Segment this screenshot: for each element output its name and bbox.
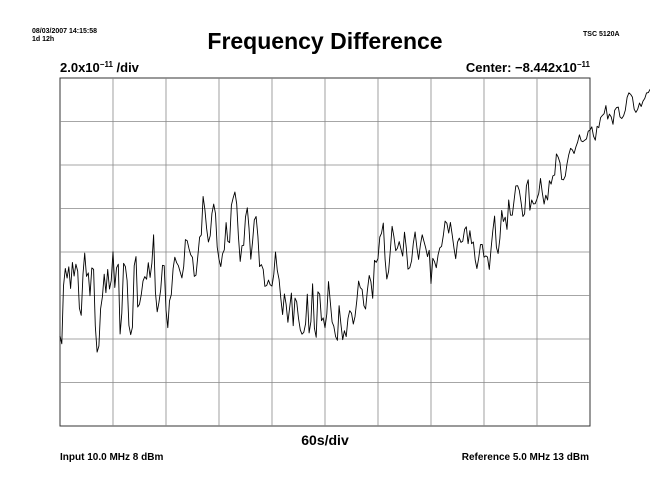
input-info: Input 10.0 MHz 8 dBm (60, 452, 164, 463)
y-scale-mantissa: 2.0x10 (60, 60, 100, 75)
y-scale-suffix: /div (112, 60, 139, 75)
x-scale-label: 60s/div (301, 432, 349, 448)
reference-info: Reference 5.0 MHz 13 dBm (461, 452, 589, 463)
chart-title: Frequency Difference (207, 28, 443, 54)
center-value-label: Center: −8.442x10−11 (466, 60, 590, 75)
y-scale-exponent: −11 (99, 60, 113, 69)
frequency-trace-line (59, 88, 650, 353)
y-scale-label: 2.0x10−11 /div (60, 60, 139, 75)
center-exponent: −11 (576, 60, 590, 69)
center-prefix: Center: −8.442x10 (465, 60, 577, 75)
instrument-label: TSC 5120A (583, 31, 620, 38)
duration-text: 1d 12h (32, 36, 55, 43)
timestamp-text: 08/03/2007 14:15:58 (32, 28, 97, 35)
